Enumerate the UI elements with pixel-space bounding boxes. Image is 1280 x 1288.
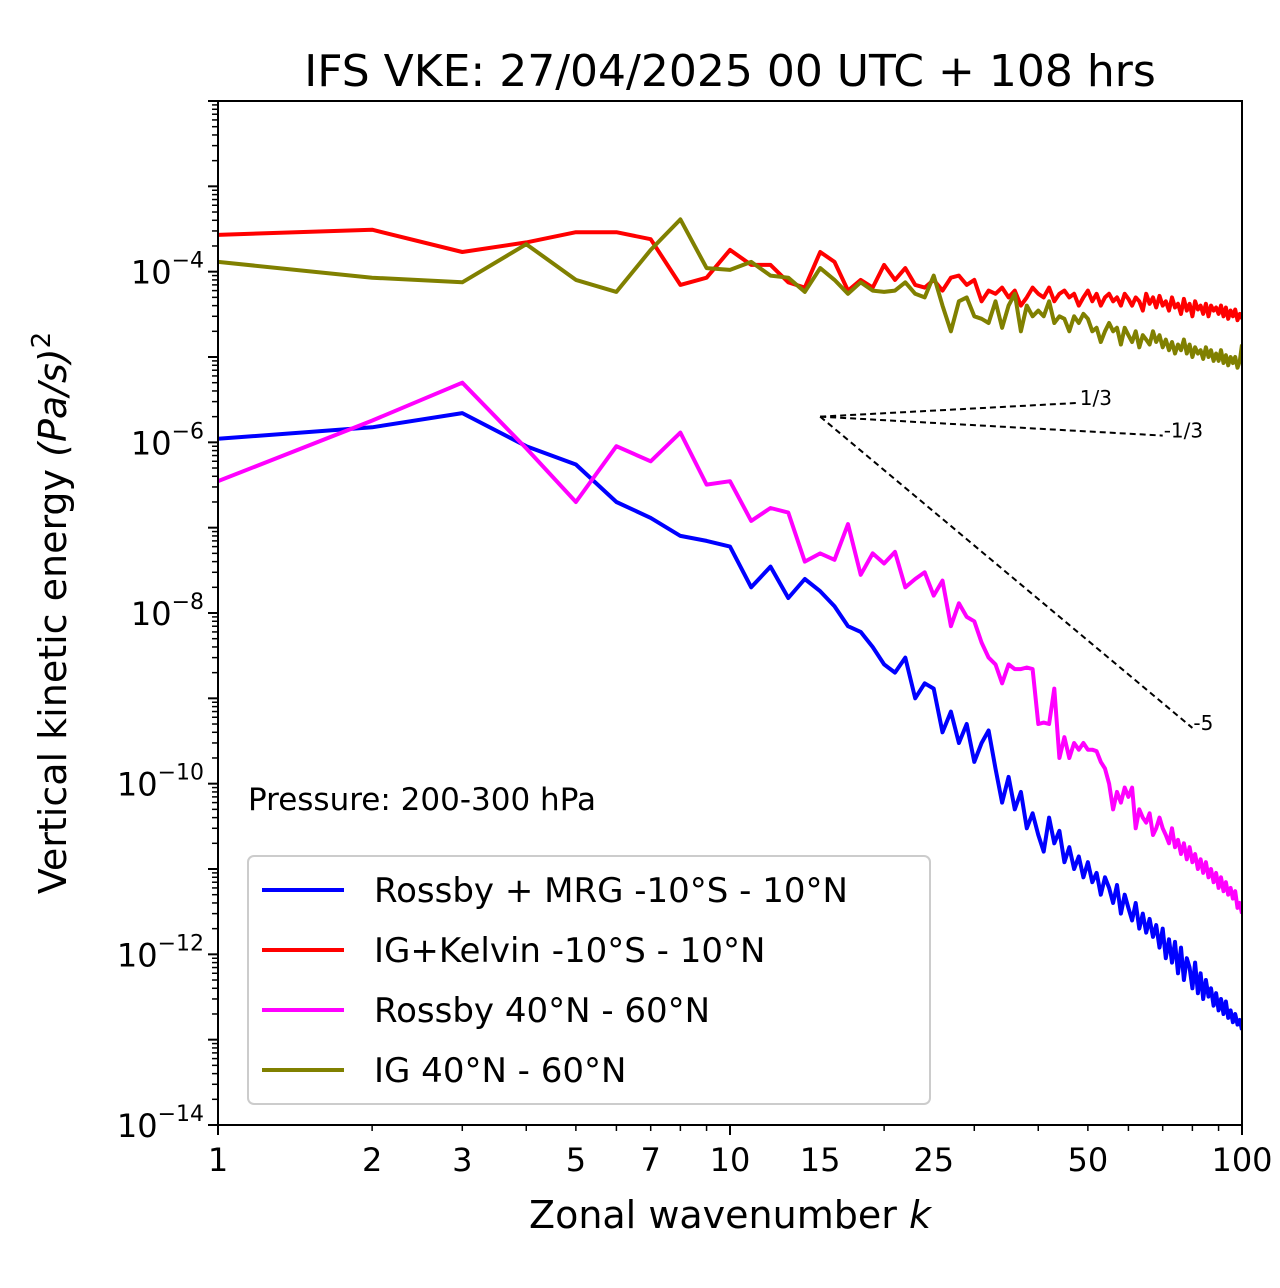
series-line-2 [218,227,1242,323]
legend-box [247,855,931,1105]
x-tick-label: 50 [1068,1141,1109,1179]
slope-line-1 [820,401,1079,418]
y-tick-label: 10−12 [117,931,204,974]
chart-title: IFS VKE: 27/04/2025 00 UTC + 108 hrs [304,46,1156,97]
slope-label-2: -1/3 [1164,419,1203,443]
x-tick-label: 10 [710,1141,751,1179]
legend-label-1: Rossby + MRG -10°S - 10°N [374,871,848,911]
y-axis-label-exponent: 2 [27,332,57,349]
legend-label-3: Rossby 40°N - 60°N [374,991,710,1031]
reference-slopes [819,401,1194,729]
series-line-1 [218,411,1242,1031]
slope-line-3 [819,415,1194,729]
x-tick-label: 7 [641,1141,661,1179]
data-series [218,217,1242,1031]
legend-label-4: IG 40°N - 60°N [374,1051,626,1091]
x-axis-label-text: Zonal wavenumber [529,1193,897,1237]
x-axis-label-k: k [909,1193,933,1237]
x-axis-ticks: 1 2 3 5 7 10 15 25 50 100 [208,1125,1273,1179]
x-tick-label: 1 [208,1141,228,1179]
y-tick-label: 10−14 [117,1102,204,1145]
x-tick-label: 25 [913,1141,954,1179]
legend-label-2: IG+Kelvin -10°S - 10°N [374,931,765,971]
series-line-4 [218,217,1242,370]
y-axis-ticks: 10−14 10−12 10−10 10−8 10−6 10−4 [117,100,218,1145]
slope-label-3: -5 [1193,711,1213,735]
y-tick-label: 10−10 [117,761,204,804]
x-tick-label: 2 [362,1141,382,1179]
y-axis-label-text: Vertical kinetic energy [31,469,75,894]
pressure-annotation: Pressure: 200-300 hPa [248,782,596,818]
legend: Rossby + MRG -10°S - 10°N IG+Kelvin -10°S… [247,855,931,1105]
slope-label-1: 1/3 [1080,386,1112,410]
reference-slope-labels: 1/3 -1/3 -5 [1080,386,1214,735]
y-axis-label-units: (Pa/s) [31,348,75,456]
x-axis-label: Zonal wavenumber k [529,1193,933,1237]
x-tick-label: 5 [566,1141,586,1179]
y-tick-label: 10−8 [131,590,204,633]
slope-line-2 [820,415,1163,437]
series-line-3 [218,380,1242,915]
y-axis-label: Vertical kinetic energy (Pa/s)2 [27,332,75,894]
x-tick-label: 15 [800,1141,841,1179]
y-tick-label: 10−6 [131,419,204,462]
y-tick-label: 10−4 [131,249,204,292]
x-tick-label: 3 [452,1141,472,1179]
x-tick-label: 100 [1211,1141,1272,1179]
